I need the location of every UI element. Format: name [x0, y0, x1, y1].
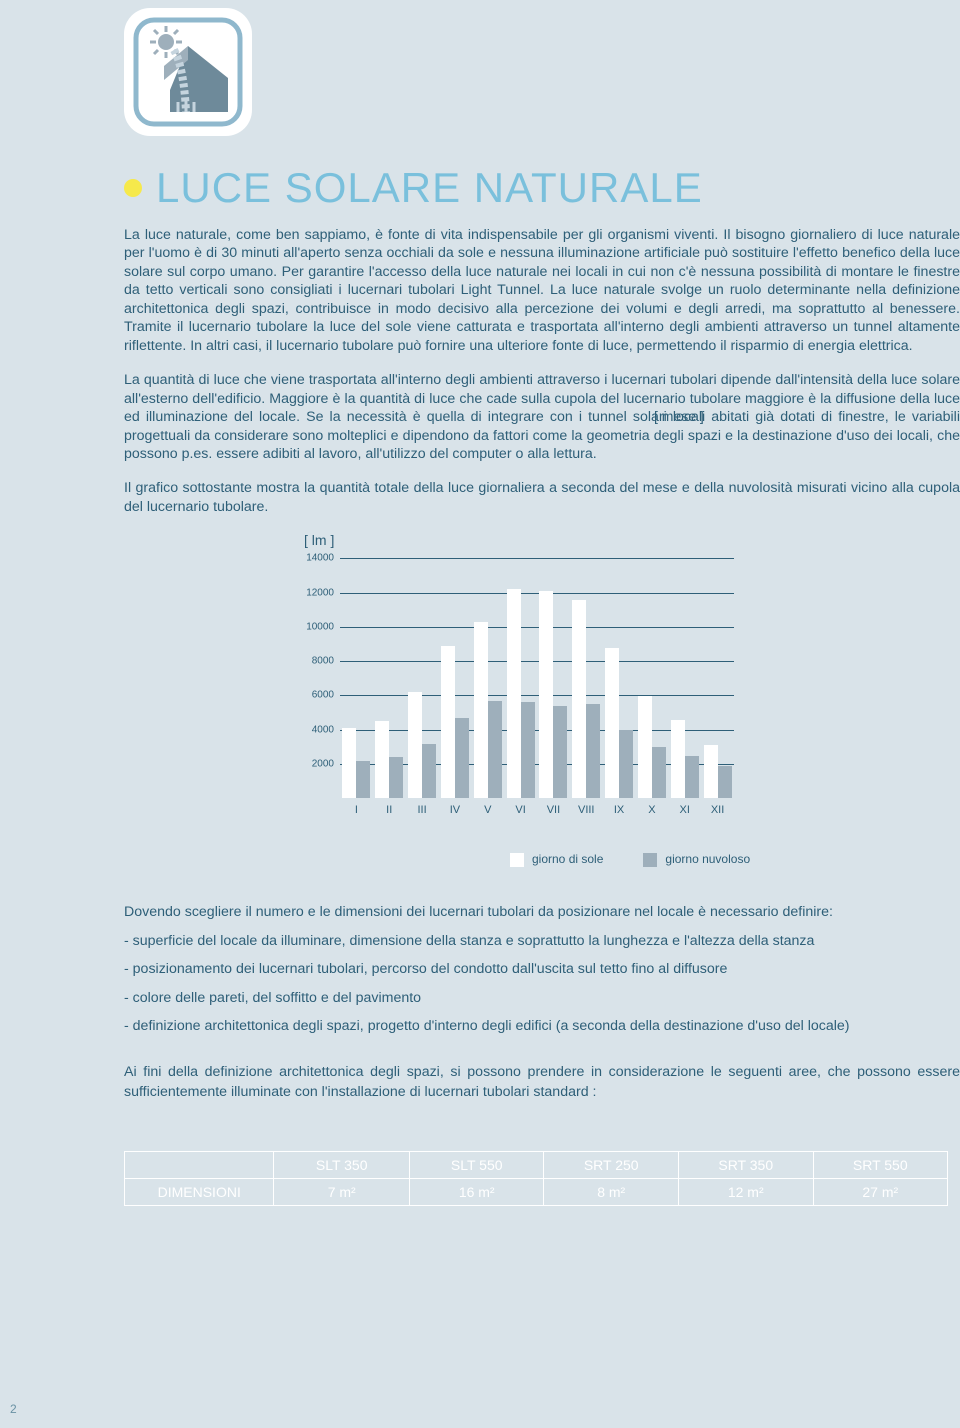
x-tick: VI	[504, 804, 537, 816]
table-header: SLT 550	[409, 1152, 544, 1178]
y-tick: 12000	[306, 587, 334, 598]
bar-cloud	[422, 744, 436, 799]
page-title: LUCE SOLARE NATURALE	[156, 164, 703, 212]
table-cell: 16 m²	[409, 1179, 544, 1205]
bar-chart: 1400012000100008000600040002000IIIIIIIVV…	[294, 558, 734, 818]
y-tick: 8000	[312, 656, 334, 667]
bar-cloud	[521, 702, 535, 798]
page-number: 2	[10, 1402, 17, 1416]
list-item: - colore delle pareti, del soffitto e de…	[124, 989, 960, 1007]
y-tick: 10000	[306, 621, 334, 632]
table-cell: 12 m²	[678, 1179, 813, 1205]
chart-container: [ lm ] 1400012000100008000600040002000II…	[294, 532, 960, 867]
chart-legend: giorno di sole giorno nuvoloso	[510, 852, 960, 867]
table-cell: 8 m²	[543, 1179, 678, 1205]
bar-sun	[638, 696, 652, 799]
brand-logo-icon	[124, 8, 252, 136]
list-item: - definizione architettonica degli spazi…	[124, 1017, 960, 1035]
table-header: SRT 550	[813, 1152, 948, 1178]
paragraph-3: Il grafico sottostante mostra la quantit…	[124, 479, 960, 516]
bar-sun	[342, 728, 356, 798]
list-intro: Dovendo scegliere il numero e le dimensi…	[124, 903, 960, 921]
y-tick: 14000	[306, 553, 334, 564]
table-corner	[125, 1152, 274, 1178]
table-cell: 7 m²	[274, 1179, 409, 1205]
bar-sun	[474, 622, 488, 799]
bar-sun	[572, 600, 586, 799]
title-bullet-icon	[124, 179, 142, 197]
x-tick: I	[340, 804, 373, 816]
bar-cloud	[586, 704, 600, 798]
y-tick: 4000	[312, 724, 334, 735]
table-header: SRT 250	[543, 1152, 678, 1178]
chart-x-label: [ mese ]	[654, 408, 704, 424]
list-item: - superficie del locale da illuminare, d…	[124, 932, 960, 950]
x-tick: IV	[439, 804, 472, 816]
bar-sun	[507, 589, 521, 798]
definition-list: Dovendo scegliere il numero e le dimensi…	[124, 903, 960, 1035]
bar-sun	[441, 646, 455, 799]
x-tick: XI	[668, 804, 701, 816]
bar-sun	[539, 591, 553, 798]
bar-cloud	[488, 701, 502, 799]
x-tick: X	[636, 804, 669, 816]
bar-sun	[671, 720, 685, 799]
legend-swatch-cloud	[643, 853, 657, 867]
legend-swatch-sun	[510, 853, 524, 867]
bar-sun	[605, 648, 619, 799]
table-header: SLT 350	[274, 1152, 409, 1178]
bar-sun	[375, 721, 389, 798]
legend-cloud-label: giorno nuvoloso	[665, 852, 750, 866]
final-paragraph: Ai fini della definizione architettonica…	[124, 1063, 960, 1103]
x-tick: VII	[537, 804, 570, 816]
bar-sun	[408, 692, 422, 798]
bar-cloud	[455, 718, 469, 799]
bar-cloud	[652, 747, 666, 798]
x-tick: II	[373, 804, 406, 816]
bar-cloud	[685, 756, 699, 799]
y-tick: 2000	[312, 759, 334, 770]
x-tick: XII	[701, 804, 734, 816]
list-item: - posizionamento dei lucernari tubolari,…	[124, 960, 960, 978]
bar-cloud	[553, 706, 567, 799]
y-tick: 6000	[312, 690, 334, 701]
chart-y-label: [ lm ]	[304, 532, 960, 548]
table-header: SRT 350	[678, 1152, 813, 1178]
table-cell: 27 m²	[813, 1179, 948, 1205]
dimensions-table: SLT 350 SLT 550 SRT 250 SRT 350 SRT 550 …	[124, 1151, 948, 1206]
x-tick: VIII	[570, 804, 603, 816]
paragraph-1: La luce naturale, come ben sappiamo, è f…	[124, 226, 960, 355]
bar-cloud	[619, 730, 633, 799]
x-tick: IX	[603, 804, 636, 816]
paragraph-2: La quantità di luce che viene trasportat…	[124, 371, 960, 463]
legend-sun-label: giorno di sole	[532, 852, 603, 866]
table-row-label: DIMENSIONI	[125, 1179, 274, 1205]
bar-cloud	[389, 757, 403, 798]
bar-cloud	[718, 766, 732, 799]
bar-cloud	[356, 761, 370, 799]
bar-sun	[704, 745, 718, 798]
x-tick: V	[471, 804, 504, 816]
x-tick: III	[406, 804, 439, 816]
